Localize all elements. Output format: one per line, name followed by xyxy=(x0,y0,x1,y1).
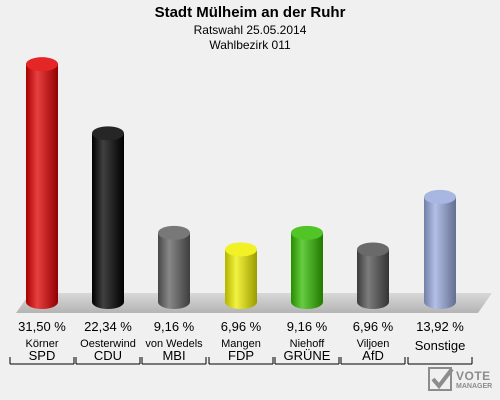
bar-top xyxy=(158,225,190,240)
value-label: 13,92 % xyxy=(416,319,464,334)
party-label: Sonstige xyxy=(415,338,466,353)
bar-top xyxy=(291,225,323,240)
bar-grüne xyxy=(291,225,323,309)
value-label: 31,50 % xyxy=(18,319,66,334)
party-label: AfD xyxy=(362,348,384,363)
candidate-label: von Wedels xyxy=(145,338,203,350)
bar-body xyxy=(26,64,58,309)
party-label: GRÜNE xyxy=(284,348,331,363)
bar-spd xyxy=(26,57,58,309)
bar-top xyxy=(92,126,124,141)
value-label: 6,96 % xyxy=(353,319,394,334)
chart-subtitle-district: Wahlbezirk 011 xyxy=(209,38,291,52)
bar-sonstige xyxy=(424,189,456,309)
bar-top xyxy=(225,242,257,257)
bar-top xyxy=(357,242,389,257)
bar-top xyxy=(26,57,58,72)
check-mark-icon xyxy=(428,367,454,391)
logo-text-vote: VOTE xyxy=(456,369,491,383)
bar-body xyxy=(424,196,456,309)
bar-mbi xyxy=(158,225,190,309)
bar-cdu xyxy=(92,126,124,309)
value-label: 22,34 % xyxy=(84,319,132,334)
bar-top xyxy=(424,189,456,204)
value-label: 9,16 % xyxy=(154,319,195,334)
bar-body xyxy=(291,232,323,309)
party-label: MBI xyxy=(162,348,185,363)
candidate-label: Viljoen xyxy=(357,338,390,350)
bar-body xyxy=(225,249,257,309)
party-label: SPD xyxy=(29,348,56,363)
bar-body xyxy=(158,232,190,309)
candidate-label: Niehoff xyxy=(290,338,326,350)
bar-afd xyxy=(357,242,389,309)
candidate-label: Oesterwind xyxy=(80,338,136,350)
vote-manager-logo: VOTE MANAGER xyxy=(428,366,498,396)
party-label: CDU xyxy=(94,348,122,363)
candidate-label: Körner xyxy=(25,338,58,350)
bar-body xyxy=(357,249,389,309)
value-label: 6,96 % xyxy=(221,319,262,334)
bar-fdp xyxy=(225,242,257,309)
logo-text-manager: MANAGER xyxy=(456,383,493,390)
chart-title: Stadt Mülheim an der Ruhr xyxy=(154,4,346,21)
chart-subtitle-election: Ratswahl 25.05.2014 xyxy=(193,23,307,37)
candidate-label: Mangen xyxy=(221,338,261,350)
bar-body xyxy=(92,133,124,309)
value-label: 9,16 % xyxy=(287,319,328,334)
party-label: FDP xyxy=(228,348,254,363)
bars-layer xyxy=(26,57,456,309)
